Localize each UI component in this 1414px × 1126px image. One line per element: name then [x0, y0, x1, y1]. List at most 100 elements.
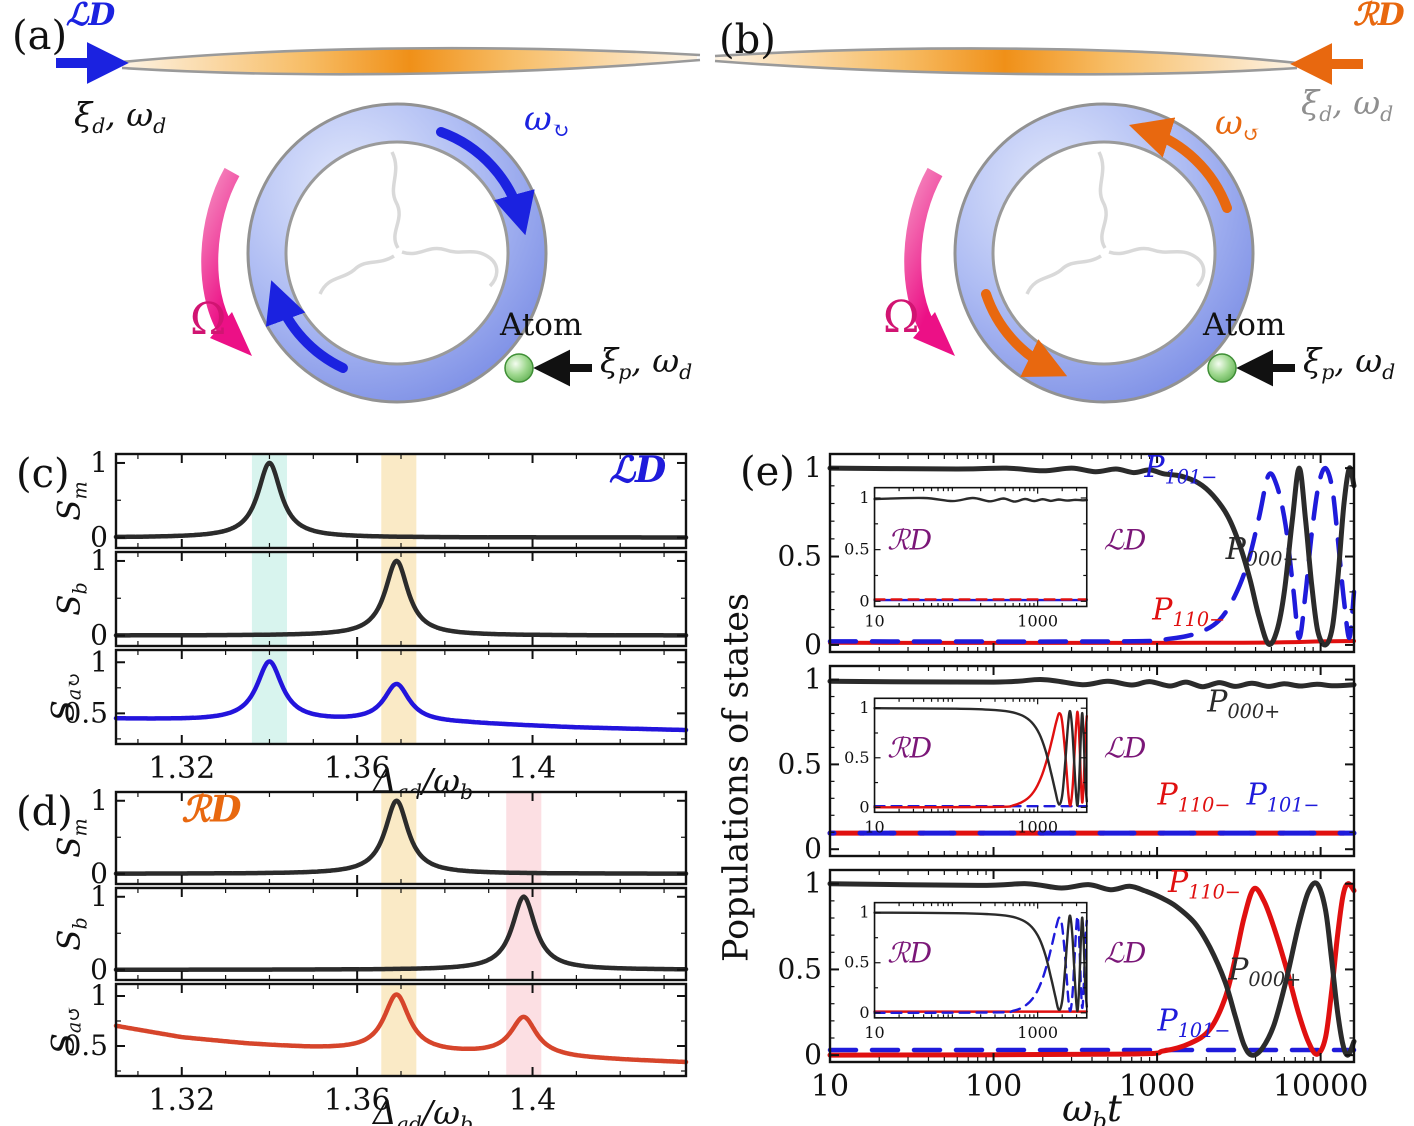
curve-label-LD: ℒD [1104, 937, 1147, 970]
xlabel-omega-b-t: ωbt [1062, 1087, 1122, 1126]
x-tick-label: 10 [864, 817, 884, 836]
ring-resonator [955, 104, 1253, 402]
ccw-mode-frequency-label: ω↺ [1215, 103, 1261, 147]
y-tick-label: 0 [90, 857, 108, 890]
y-tick-label: 0.5 [777, 747, 822, 780]
ylabel-sa-cw: Sa↻ [45, 672, 86, 722]
y-tick-label: 0.5 [63, 1029, 108, 1062]
y-tick-label: 0 [859, 1003, 869, 1022]
x-tick-label: 10 [811, 1069, 849, 1104]
y-tick-label: 1 [90, 784, 108, 817]
highlight-band [251, 650, 287, 744]
x-tick-label: 1.36 [324, 751, 391, 786]
curve-label-LD: ℒD [1104, 732, 1147, 765]
x-tick-label: 100 [965, 1069, 1022, 1104]
rotation-arrowhead [913, 312, 955, 356]
curve-P000p [873, 707, 1088, 807]
y-tick-label: 0.5 [844, 748, 869, 767]
curve-P000p [827, 880, 1357, 1058]
ylabel-sb: Sb [51, 917, 92, 951]
y-tick-label: 1 [804, 451, 822, 484]
curve-S_a_ccw [113, 992, 689, 1065]
panel-tag-c: (c) [16, 451, 70, 497]
panel-tag-b: (b) [719, 17, 776, 63]
curve-label-P000p: P000+ [1225, 532, 1299, 571]
curve-label-RD: ℛD [887, 937, 932, 970]
curve-S_m [113, 798, 689, 876]
y-tick-label: 0 [859, 797, 869, 816]
y-tick-label: 0.5 [777, 540, 822, 573]
panel-tag-a: (a) [12, 13, 68, 59]
fiber-edge-bottom [121, 58, 701, 76]
inset-background [874, 902, 1087, 1018]
fiber-edge-top [714, 47, 1298, 65]
left-drive-label: ℒD [66, 0, 116, 33]
highlight-band [381, 888, 417, 980]
probe-field-label: ξp, ωd [600, 341, 693, 385]
curve-label-RD: ℛD [887, 732, 932, 765]
x-tick-label: 1.4 [509, 751, 557, 786]
fiber-edge-top [121, 46, 701, 64]
x-tick-label: 1000 [1017, 1023, 1058, 1042]
curve-label-P110m: P110− [1157, 778, 1231, 817]
y-tick-label: 1 [804, 663, 822, 696]
x-tick-label: 1.36 [324, 1083, 391, 1118]
spectra-chart-left-drive: 0 1 ℒD 0 1 0.5 1 1.32 1.36 1.4 [8, 446, 700, 802]
curve-P000p [873, 911, 1088, 1013]
rotation-frequency-label: Ω [883, 292, 920, 343]
spectra-chart-right-drive: 0 1 ℛD 0 1 0.5 1 1.32 1.36 1.4 [8, 784, 700, 1126]
curve-label-P000p: P000+ [1206, 685, 1280, 724]
highlight-band [251, 454, 287, 548]
x-tick-label: 1000 [1017, 611, 1058, 630]
curve-P110m [873, 710, 1088, 809]
x-tick-label: 1.32 [148, 751, 215, 786]
y-tick-label: 1 [804, 867, 822, 900]
highlight-band [506, 792, 542, 884]
x-tick-label: 10 [864, 611, 884, 630]
ring-resonator [248, 104, 546, 402]
ylabel-sm: Sm [51, 481, 92, 521]
xlabel-detuning: Δad/ωb [372, 1093, 474, 1126]
y-tick-label: 0 [804, 628, 822, 661]
curve-label-RD: ℛD [182, 788, 242, 830]
circulation-arrow-top-cw [436, 127, 535, 236]
atom [504, 353, 534, 383]
curve-label-P101m: P101− [1157, 1003, 1231, 1042]
population-dynamics-chart: 0 0.5 1 P101− P000+ P110− 0 0.5 1 10 1000 ℛD ℒD 0 0.5 1… [700, 438, 1414, 1126]
y-tick-label: 1 [90, 544, 108, 577]
ring-outer-edge [953, 102, 1255, 404]
probe-field-label: ξp, ωd [1303, 341, 1396, 385]
y-tick-label: 0 [90, 619, 108, 652]
curve-S_b [113, 894, 689, 972]
phonon-mode-squiggles [1025, 151, 1206, 295]
curve-label-LD: ℒD [1104, 523, 1147, 556]
panel-a: (a) ℒD ξd, ωd ω↻ Ω Atom ξp, ωd [0, 0, 707, 434]
inset-background [874, 487, 1087, 607]
curve-P000p [873, 496, 1088, 503]
y-tick-label: 0 [804, 1038, 822, 1071]
y-tick-label: 0 [804, 832, 822, 865]
curve-label-P000p: P000+ [1227, 952, 1301, 991]
tapered-fiber [122, 48, 697, 75]
rotation-arrow [904, 167, 943, 335]
x-tick-label: 10 [864, 1023, 884, 1042]
curve-P101m [873, 915, 1088, 1015]
atom-label: Atom [1203, 307, 1286, 343]
rotation-frequency-label: Ω [190, 294, 227, 345]
right-drive-label: ℛD [1353, 0, 1405, 33]
atom [1207, 353, 1237, 383]
ring-resonator-diagram-left-drive [56, 42, 701, 404]
y-tick-label: 1 [859, 903, 869, 922]
ring-resonator-diagram-right-drive [714, 43, 1363, 404]
curve-P000p [827, 677, 1357, 690]
rotation-arrowhead [210, 312, 252, 356]
curve-P000p [827, 465, 1357, 648]
y-tick-label: 1 [90, 446, 108, 479]
y-tick-label: 1 [90, 645, 108, 678]
ylabel-sb: Sb [51, 582, 92, 616]
circulation-arrow-bottom-ccw [981, 289, 1068, 377]
